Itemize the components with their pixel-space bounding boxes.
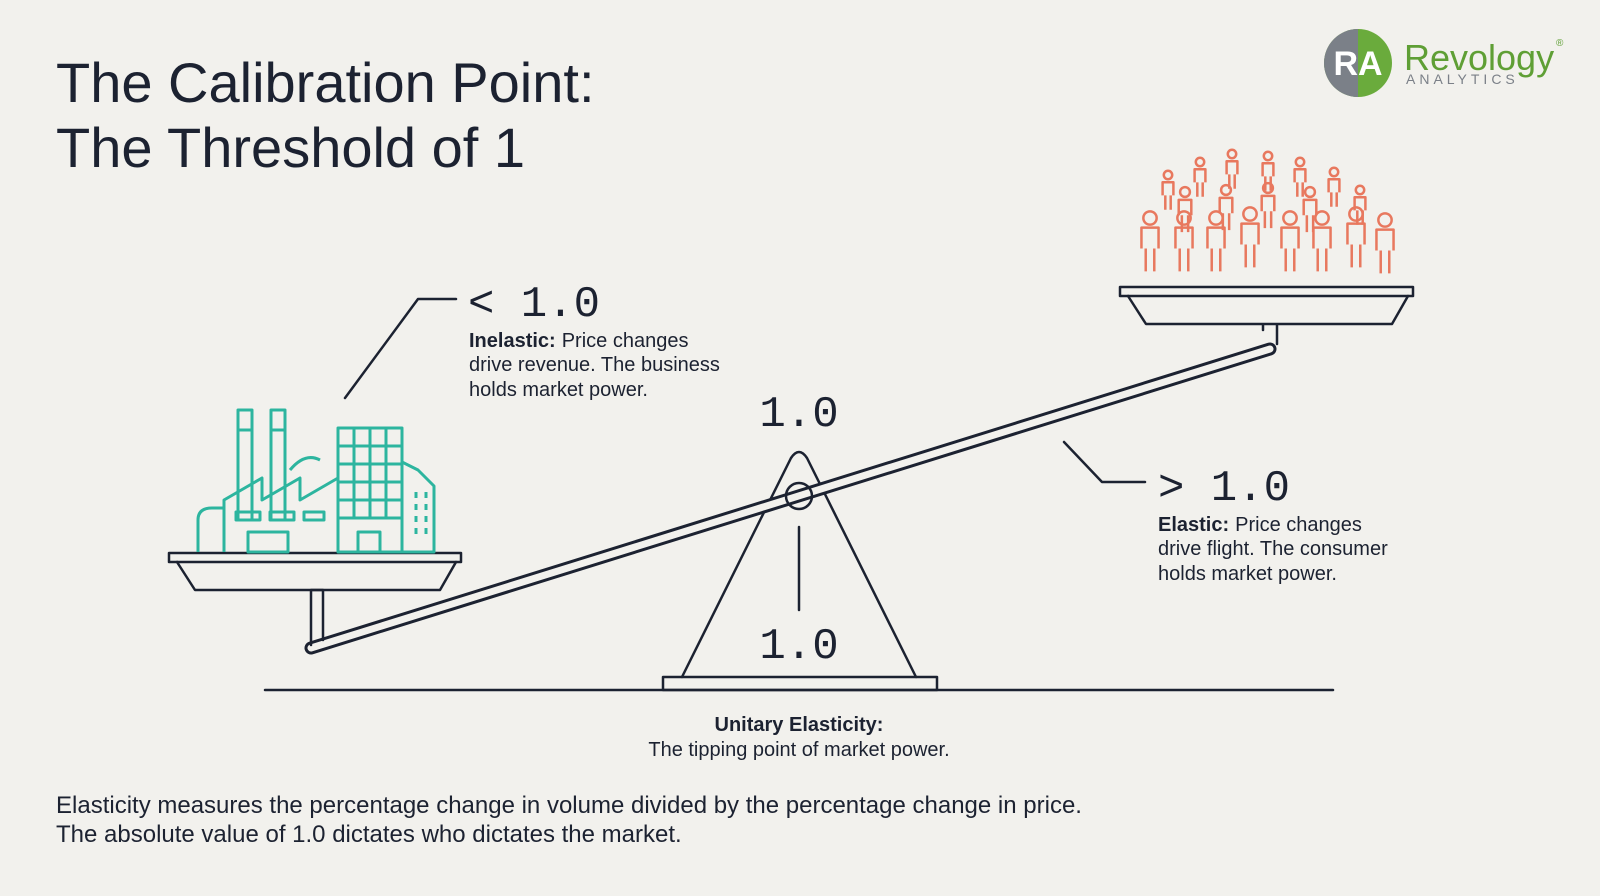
person bbox=[1353, 184, 1367, 225]
left-pan-rim bbox=[167, 551, 463, 564]
leader-line bbox=[1062, 440, 1147, 484]
person bbox=[1206, 210, 1226, 272]
description: Elastic: Price changes bbox=[1158, 514, 1362, 536]
person bbox=[1327, 166, 1341, 207]
footer-line: Elasticity measures the percentage chang… bbox=[56, 792, 1082, 819]
pivot bbox=[784, 481, 814, 511]
person bbox=[1293, 156, 1307, 197]
right-pan-rim bbox=[1118, 285, 1415, 298]
person bbox=[1261, 150, 1275, 191]
footer-line: The absolute value of 1.0 dictates who d… bbox=[56, 821, 682, 848]
threshold-value: > 1.0 bbox=[1158, 464, 1290, 514]
person bbox=[1280, 210, 1300, 272]
description-line: drive revenue. The business bbox=[469, 354, 720, 376]
person bbox=[1140, 210, 1160, 272]
description-line: Price changes bbox=[1235, 514, 1362, 536]
fulcrum-value: 1.0 bbox=[759, 390, 838, 440]
description: The tipping point of market power. bbox=[648, 739, 949, 761]
term: Elastic: bbox=[1158, 514, 1229, 536]
term: Inelastic: bbox=[469, 330, 556, 352]
fulcrum-value: 1.0 bbox=[759, 622, 838, 672]
description-line: drive flight. The consumer bbox=[1158, 538, 1388, 560]
fulcrum bbox=[680, 450, 918, 679]
logo-registered: ® bbox=[1556, 38, 1564, 49]
person bbox=[1193, 156, 1207, 197]
logo: RA Revology ® ANALYTICS bbox=[1324, 29, 1564, 97]
description-line: holds market power. bbox=[1158, 563, 1337, 585]
person bbox=[1312, 210, 1332, 272]
crowd-icon bbox=[1140, 148, 1395, 274]
title-line: The Calibration Point: bbox=[56, 51, 595, 114]
person bbox=[1174, 210, 1194, 272]
person bbox=[1302, 185, 1318, 233]
person bbox=[1240, 206, 1260, 268]
threshold-value: < 1.0 bbox=[468, 280, 600, 330]
beam bbox=[307, 345, 1274, 652]
person bbox=[1225, 148, 1239, 189]
person bbox=[1375, 212, 1395, 274]
title-line: The Threshold of 1 bbox=[56, 116, 525, 179]
logo-name: Revology bbox=[1404, 37, 1554, 78]
right-pan bbox=[1126, 294, 1410, 326]
description-line: Price changes bbox=[562, 330, 689, 352]
person bbox=[1161, 169, 1175, 210]
logo-monogram: RA bbox=[1333, 45, 1382, 83]
person bbox=[1346, 206, 1366, 268]
term: Unitary Elasticity: bbox=[715, 714, 884, 736]
factory-icon bbox=[196, 408, 436, 554]
person bbox=[1260, 181, 1276, 229]
logo-half bbox=[1324, 29, 1358, 97]
fulcrum-base bbox=[661, 675, 939, 692]
description-line: holds market power. bbox=[469, 379, 648, 401]
description: Inelastic: Price changes bbox=[469, 330, 688, 352]
left-pan bbox=[175, 560, 458, 592]
person bbox=[1218, 183, 1234, 231]
person bbox=[1177, 185, 1193, 233]
right-support bbox=[1261, 323, 1279, 346]
logo-tagline: ANALYTICS bbox=[1406, 71, 1519, 87]
leader-line bbox=[343, 297, 458, 400]
